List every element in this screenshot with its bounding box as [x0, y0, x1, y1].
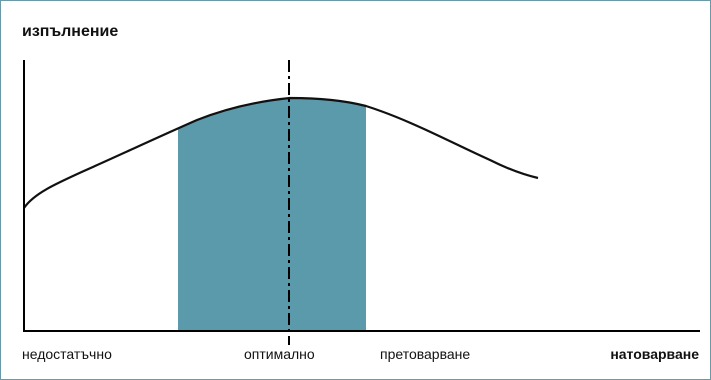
- optimal-zone-area: [178, 98, 366, 330]
- x-label-insufficient: недостатъчно: [22, 346, 112, 362]
- x-axis-title: натоварване: [610, 346, 699, 362]
- y-axis-title: изпълнение: [22, 23, 119, 40]
- performance-curve: [23, 96, 539, 209]
- x-label-optimal: оптимално: [244, 346, 315, 362]
- x-label-overload: претоварване: [380, 346, 471, 362]
